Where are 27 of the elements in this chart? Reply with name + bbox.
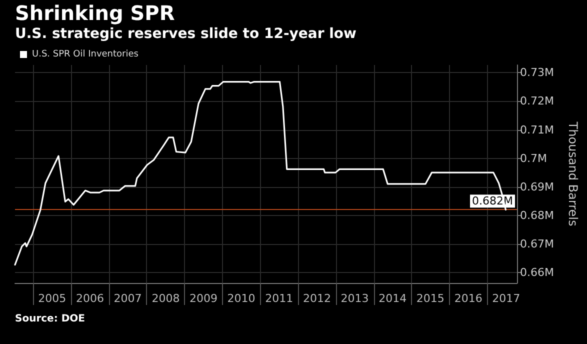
y-tick-label: 0.7M: [520, 152, 547, 165]
y-tick-label: 0.72M: [520, 94, 554, 108]
x-tick-label: 2010: [227, 292, 256, 305]
y-tick-label: 0.66M: [520, 266, 554, 279]
y-axis-title: Thousand Barrels: [566, 120, 580, 226]
y-tick-label: 0.71M: [520, 123, 554, 136]
x-tick-label: 2015: [416, 292, 444, 305]
x-tick-label: 2007: [114, 292, 142, 305]
source-note: Source: DOE: [15, 314, 86, 324]
x-tick-label: 2012: [303, 292, 332, 305]
y-tick-label: 0.73M: [520, 66, 554, 80]
x-tick-label: 2011: [265, 292, 294, 305]
legend-label: U.S. SPR Oil Inventories: [32, 50, 139, 60]
x-tick-label: 2016: [454, 292, 482, 305]
x-tick-label: 2008: [152, 292, 180, 305]
x-tick-label: 2006: [76, 292, 104, 305]
y-tick-label: 0.68M: [520, 208, 554, 222]
x-tick-label: 2013: [340, 292, 369, 305]
x-tick-label: 2005: [38, 292, 66, 305]
x-tick-label: 2014: [378, 292, 407, 305]
chart-title: Shrinking SPR: [15, 1, 175, 25]
chart-subtitle: U.S. strategic reserves slide to 12-year low: [15, 26, 357, 42]
y-tick-label: 0.69M: [520, 180, 554, 194]
y-tick-label: 0.67M: [520, 237, 554, 250]
x-tick-label: 2017: [492, 292, 520, 305]
x-tick-label: 2009: [189, 292, 218, 305]
ref-line-label: 0.682M: [472, 194, 513, 208]
